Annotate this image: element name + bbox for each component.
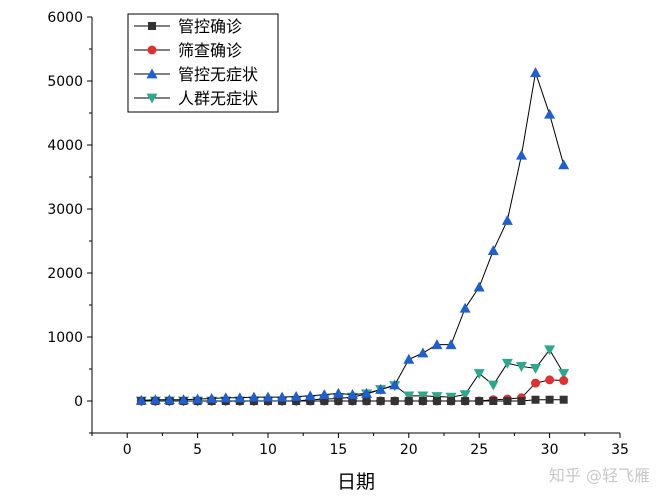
data-point xyxy=(234,392,246,403)
series-line xyxy=(141,72,565,401)
data-point xyxy=(530,363,542,374)
x-tick-label: 15 xyxy=(329,442,347,458)
data-point xyxy=(292,397,301,405)
data-point xyxy=(531,378,541,388)
data-point xyxy=(290,391,302,401)
x-tick-label: 0 xyxy=(123,442,132,458)
x-axis-title: 日期 xyxy=(337,471,375,493)
data-point xyxy=(559,376,569,386)
data-series xyxy=(135,67,570,407)
x-tick-label: 35 xyxy=(611,442,629,458)
data-point xyxy=(361,387,373,398)
data-point xyxy=(432,397,441,405)
y-tick-label: 3000 xyxy=(47,202,83,218)
data-point xyxy=(192,393,204,404)
data-point xyxy=(558,369,570,379)
data-point xyxy=(487,380,499,391)
y-tick-label: 2000 xyxy=(47,266,83,282)
x-tick-label: 5 xyxy=(193,442,202,458)
y-tick-label: 0 xyxy=(74,394,83,410)
data-point xyxy=(403,391,415,402)
data-point xyxy=(149,394,161,405)
y-tick-label: 5000 xyxy=(47,74,83,90)
legend-label: 管控无症状 xyxy=(178,65,258,84)
data-point xyxy=(376,397,385,405)
data-point xyxy=(545,375,555,385)
data-point xyxy=(501,215,513,225)
data-point xyxy=(517,397,526,405)
data-point xyxy=(276,391,288,402)
y-tick-label: 4000 xyxy=(47,138,83,154)
data-point xyxy=(545,395,554,404)
data-point xyxy=(544,108,556,119)
watermark: 知乎 @轻飞雁 xyxy=(548,466,650,485)
data-point xyxy=(348,397,357,405)
data-point xyxy=(503,397,512,405)
data-point xyxy=(262,391,274,402)
x-tick-label: 30 xyxy=(541,442,559,458)
plot-axes xyxy=(91,17,620,434)
data-point xyxy=(459,390,471,401)
data-point xyxy=(318,389,330,399)
data-point xyxy=(320,397,329,405)
data-point xyxy=(306,397,315,405)
data-point xyxy=(206,392,218,403)
x-tick-label: 20 xyxy=(400,442,418,458)
data-point xyxy=(445,339,457,350)
legend-marker xyxy=(148,22,156,30)
legend-label: 管控确诊 xyxy=(178,17,242,36)
data-point xyxy=(515,362,527,372)
legend-marker xyxy=(146,93,158,104)
data-point xyxy=(346,389,358,399)
data-point xyxy=(459,302,471,313)
data-point xyxy=(220,392,232,403)
data-point xyxy=(362,397,371,405)
data-point xyxy=(431,339,443,350)
data-point xyxy=(418,397,427,405)
data-point xyxy=(389,379,401,390)
data-point xyxy=(404,397,413,405)
data-point xyxy=(473,281,485,292)
data-point xyxy=(334,397,343,405)
data-point xyxy=(332,387,344,398)
data-point xyxy=(515,149,527,160)
data-point xyxy=(473,369,485,379)
data-point xyxy=(447,397,456,405)
x-axis-ticks: 0 5 10 15 20 25 30 35 xyxy=(91,433,629,458)
data-point xyxy=(501,358,513,369)
data-point xyxy=(417,347,429,358)
legend-marker xyxy=(146,68,158,79)
data-point xyxy=(487,245,499,255)
data-point xyxy=(417,391,429,402)
data-point xyxy=(530,67,542,78)
legend-label: 筛查确诊 xyxy=(178,41,242,60)
data-point xyxy=(461,397,470,405)
y-tick-label: 6000 xyxy=(47,10,83,26)
data-point xyxy=(531,395,540,404)
legend-marker xyxy=(147,45,157,55)
legend-label: 人群无症状 xyxy=(178,89,258,108)
data-point xyxy=(544,345,556,356)
data-point xyxy=(248,391,260,402)
x-tick-label: 10 xyxy=(259,442,277,458)
y-axis-ticks: 0 1000 2000 3000 4000 5000 6000 xyxy=(47,10,92,434)
data-point xyxy=(390,397,399,405)
data-point xyxy=(558,159,570,170)
data-point xyxy=(489,397,498,405)
data-point xyxy=(559,395,568,404)
data-point xyxy=(304,390,316,401)
data-point xyxy=(403,353,415,364)
data-point xyxy=(375,383,387,394)
series-3 xyxy=(135,67,570,405)
data-point xyxy=(135,394,147,405)
data-point xyxy=(163,394,175,405)
data-point xyxy=(178,394,190,405)
x-tick-label: 25 xyxy=(470,442,488,458)
y-tick-label: 1000 xyxy=(47,330,83,346)
data-point xyxy=(475,397,484,405)
